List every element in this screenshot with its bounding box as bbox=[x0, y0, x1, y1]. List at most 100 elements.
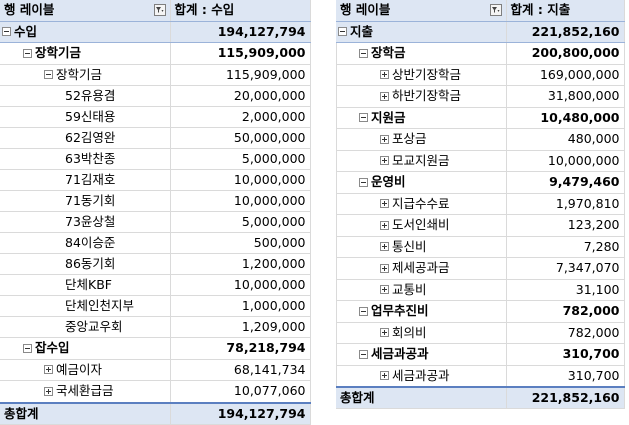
pivot-row[interactable]: 통신비 7,280 bbox=[336, 236, 625, 258]
value-cell[interactable]: 169,000,000 bbox=[506, 64, 625, 86]
pivot-row[interactable]: 예금이자 68,141,734 bbox=[0, 359, 311, 381]
row-label-cell[interactable]: 하반기장학금 bbox=[336, 85, 507, 108]
row-label-cell[interactable]: 62김영완 bbox=[0, 127, 171, 149]
value-cell[interactable]: 10,000,000 bbox=[506, 150, 625, 172]
value-cell[interactable]: 480,000 bbox=[506, 128, 625, 151]
grand-total-row[interactable]: 총합계 221,852,160 bbox=[336, 386, 625, 409]
row-label-cell[interactable]: 도서인쇄비 bbox=[336, 214, 507, 237]
row-label-cell[interactable]: 52유용겸 bbox=[0, 85, 171, 107]
value-cell[interactable]: 20,000,000 bbox=[170, 85, 311, 107]
value-cell[interactable]: 782,000 bbox=[506, 300, 625, 323]
pivot-row[interactable]: 단체KBF 10,000,000 bbox=[0, 274, 311, 296]
row-label-cell[interactable]: 모교지원금 bbox=[336, 150, 507, 172]
value-cell[interactable]: 10,000,000 bbox=[170, 169, 311, 191]
value-cell[interactable]: 310,700 bbox=[506, 343, 625, 366]
value-cell[interactable]: 7,280 bbox=[506, 236, 625, 258]
pivot-row[interactable]: 포상금 480,000 bbox=[336, 128, 625, 151]
value-cell[interactable]: 9,479,460 bbox=[506, 171, 625, 194]
value-cell[interactable]: 115,909,000 bbox=[170, 64, 311, 86]
pivot-row[interactable]: 63박찬종 5,000,000 bbox=[0, 148, 311, 170]
row-label-cell[interactable]: 71동기회 bbox=[0, 190, 171, 212]
pivot-row[interactable]: 71동기회 10,000,000 bbox=[0, 190, 311, 212]
pivot-row[interactable]: 71김재호 10,000,000 bbox=[0, 169, 311, 191]
value-cell[interactable]: 31,800,000 bbox=[506, 85, 625, 108]
row-label-cell[interactable]: 회의비 bbox=[336, 322, 507, 344]
expand-icon[interactable] bbox=[380, 91, 389, 101]
collapse-icon[interactable] bbox=[338, 27, 347, 36]
pivot-row[interactable]: 52유용겸 20,000,000 bbox=[0, 85, 311, 107]
row-label-cell[interactable]: 교통비 bbox=[336, 279, 507, 301]
value-cell[interactable]: 1,000,000 bbox=[170, 295, 311, 317]
row-labels-header[interactable]: 행 레이블 bbox=[0, 0, 171, 22]
collapse-icon[interactable] bbox=[23, 343, 32, 353]
pivot-row[interactable]: 장학금 200,800,000 bbox=[336, 42, 625, 65]
value-cell[interactable]: 500,000 bbox=[170, 232, 311, 254]
value-cell[interactable]: 68,141,734 bbox=[170, 359, 311, 381]
value-cell[interactable]: 782,000 bbox=[506, 322, 625, 344]
value-cell[interactable]: 78,218,794 bbox=[170, 337, 311, 360]
collapse-icon[interactable] bbox=[359, 48, 368, 58]
row-label-cell[interactable]: 제세공과금 bbox=[336, 257, 507, 280]
row-label-cell[interactable]: 73윤상철 bbox=[0, 211, 171, 233]
pivot-row[interactable]: 수입 194,127,794 bbox=[0, 21, 311, 43]
value-cell[interactable]: 10,000,000 bbox=[170, 274, 311, 296]
value-cell[interactable]: 123,200 bbox=[506, 214, 625, 237]
collapse-icon[interactable] bbox=[2, 27, 11, 36]
value-cell[interactable]: 5,000,000 bbox=[170, 211, 311, 233]
grand-total-value[interactable]: 221,852,160 bbox=[506, 386, 625, 409]
value-cell[interactable]: 115,909,000 bbox=[170, 42, 311, 65]
pivot-row[interactable]: 회의비 782,000 bbox=[336, 322, 625, 344]
value-cell[interactable]: 7,347,070 bbox=[506, 257, 625, 280]
pivot-row[interactable]: 교통비 31,100 bbox=[336, 279, 625, 301]
row-label-cell[interactable]: 단체인천지부 bbox=[0, 295, 171, 317]
value-cell[interactable]: 310,700 bbox=[506, 365, 625, 388]
row-label-cell[interactable]: 84이승준 bbox=[0, 232, 171, 254]
pivot-row[interactable]: 84이승준 500,000 bbox=[0, 232, 311, 254]
pivot-row[interactable]: 장학기금 115,909,000 bbox=[0, 64, 311, 86]
row-label-cell[interactable]: 세금과공과 bbox=[336, 365, 507, 388]
value-cell[interactable]: 10,480,000 bbox=[506, 107, 625, 129]
row-label-cell[interactable]: 지급수수료 bbox=[336, 193, 507, 215]
collapse-icon[interactable] bbox=[23, 48, 32, 58]
pivot-row[interactable]: 도서인쇄비 123,200 bbox=[336, 214, 625, 237]
pivot-row[interactable]: 73윤상철 5,000,000 bbox=[0, 211, 311, 233]
pivot-row[interactable]: 세금과공과 310,700 bbox=[336, 365, 625, 388]
row-label-cell[interactable]: 수입 bbox=[0, 21, 171, 43]
row-labels-header[interactable]: 행 레이블 bbox=[336, 0, 507, 22]
row-label-cell[interactable]: 단체KBF bbox=[0, 274, 171, 296]
pivot-row[interactable]: 하반기장학금 31,800,000 bbox=[336, 85, 625, 108]
row-label-cell[interactable]: 운영비 bbox=[336, 171, 507, 194]
expand-icon[interactable] bbox=[380, 285, 389, 294]
expand-icon[interactable] bbox=[380, 263, 389, 273]
value-cell[interactable]: 2,000,000 bbox=[170, 106, 311, 128]
row-label-cell[interactable]: 장학금 bbox=[336, 42, 507, 65]
pivot-row[interactable]: 제세공과금 7,347,070 bbox=[336, 257, 625, 280]
pivot-row[interactable]: 지원금 10,480,000 bbox=[336, 107, 625, 129]
row-label-cell[interactable]: 업무추진비 bbox=[336, 300, 507, 323]
value-cell[interactable]: 1,200,000 bbox=[170, 253, 311, 275]
value-cell[interactable]: 10,077,060 bbox=[170, 380, 311, 403]
pivot-row[interactable]: 59신태용 2,000,000 bbox=[0, 106, 311, 128]
value-cell[interactable]: 200,800,000 bbox=[506, 42, 625, 65]
row-label-cell[interactable]: 59신태용 bbox=[0, 106, 171, 128]
pivot-row[interactable]: 잡수입 78,218,794 bbox=[0, 337, 311, 360]
row-label-cell[interactable]: 중앙교우회 bbox=[0, 316, 171, 338]
collapse-icon[interactable] bbox=[359, 113, 368, 122]
grand-total-value[interactable]: 194,127,794 bbox=[170, 401, 311, 425]
row-label-cell[interactable]: 장학기금 bbox=[0, 42, 171, 65]
pivot-row[interactable]: 중앙교우회 1,209,000 bbox=[0, 316, 311, 338]
value-cell[interactable]: 50,000,000 bbox=[170, 127, 311, 149]
expand-icon[interactable] bbox=[380, 70, 389, 79]
filter-dropdown-icon[interactable] bbox=[489, 4, 502, 17]
value-cell[interactable]: 31,100 bbox=[506, 279, 625, 301]
pivot-row[interactable]: 업무추진비 782,000 bbox=[336, 300, 625, 323]
row-label-cell[interactable]: 86동기회 bbox=[0, 253, 171, 275]
row-label-cell[interactable]: 국세환급금 bbox=[0, 380, 171, 403]
pivot-row[interactable]: 지급수수료 1,970,810 bbox=[336, 193, 625, 215]
expand-icon[interactable] bbox=[380, 156, 389, 165]
expand-icon[interactable] bbox=[380, 371, 389, 380]
expand-icon[interactable] bbox=[44, 386, 53, 396]
row-label-cell[interactable]: 상반기장학금 bbox=[336, 64, 507, 86]
pivot-row[interactable]: 단체인천지부 1,000,000 bbox=[0, 295, 311, 317]
value-cell[interactable]: 5,000,000 bbox=[170, 148, 311, 170]
